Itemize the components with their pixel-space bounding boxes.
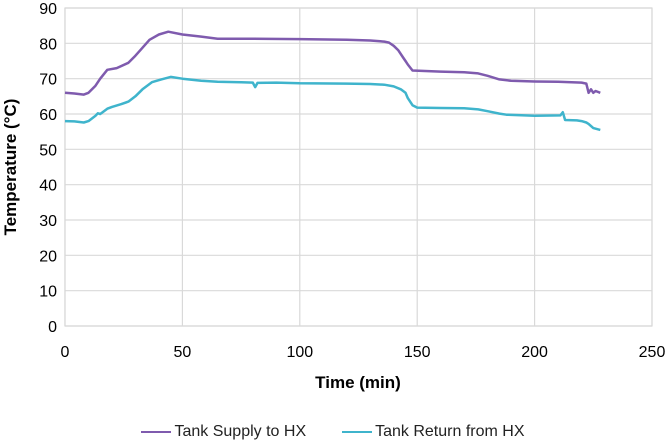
y-tick-label: 70 [39, 72, 57, 89]
x-axis-title: Time (min) [315, 373, 401, 392]
x-tick-label: 0 [61, 344, 70, 361]
y-tick-label: 90 [39, 1, 57, 18]
y-tick-label: 60 [39, 107, 57, 124]
x-tick-label: 100 [286, 344, 313, 361]
y-tick-label: 0 [48, 319, 57, 336]
y-tick-label: 30 [39, 213, 57, 230]
series-line-supply [64, 30, 601, 96]
legend: Tank Supply to HX Tank Return from HX [0, 420, 666, 444]
x-tick-label: 250 [639, 344, 666, 361]
legend-label-return: Tank Return from HX [375, 423, 525, 440]
x-axis-ticks: 0 50 100 150 200 250 [61, 344, 666, 361]
y-tick-label: 80 [39, 36, 57, 53]
y-tick-label: 50 [39, 142, 57, 159]
legend-line-icon-supply [141, 430, 172, 434]
y-tick-label: 40 [39, 178, 57, 195]
gridlines [64, 7, 653, 327]
x-tick-label: 50 [174, 344, 192, 361]
y-axis-title: Temperature (°C) [1, 99, 20, 236]
legend-item-return: Tank Return from HX [342, 423, 525, 441]
x-tick-label: 150 [404, 344, 431, 361]
legend-line-icon-return [342, 430, 373, 434]
y-tick-label: 20 [39, 248, 57, 265]
series-line-return [64, 75, 601, 132]
x-tick-label: 200 [521, 344, 548, 361]
legend-label-supply: Tank Supply to HX [174, 423, 307, 440]
legend-item-supply: Tank Supply to HX [141, 423, 306, 441]
plot-area [64, 7, 653, 327]
series-layer [64, 30, 601, 132]
y-axis-ticks: 0 10 20 30 40 50 60 70 80 90 [39, 1, 57, 336]
y-tick-label: 10 [39, 284, 57, 301]
